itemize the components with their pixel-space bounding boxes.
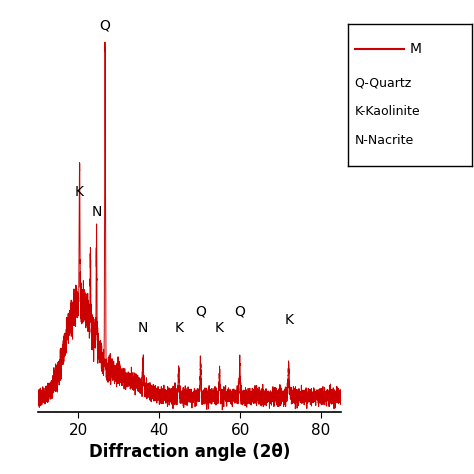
Text: K-Kaolinite: K-Kaolinite <box>355 105 420 118</box>
Text: N: N <box>91 205 102 219</box>
Text: Q: Q <box>195 305 206 319</box>
Text: K: K <box>215 321 224 335</box>
Text: K: K <box>75 185 84 200</box>
Text: M: M <box>410 42 422 56</box>
Text: K: K <box>174 321 183 335</box>
Text: N-Nacrite: N-Nacrite <box>355 134 414 147</box>
X-axis label: Diffraction angle (2θ): Diffraction angle (2θ) <box>89 443 290 461</box>
Text: N: N <box>138 321 148 335</box>
Text: Q-Quartz: Q-Quartz <box>355 77 412 90</box>
Text: Q: Q <box>234 305 245 319</box>
Text: Q: Q <box>100 18 110 32</box>
Text: K: K <box>284 313 293 327</box>
